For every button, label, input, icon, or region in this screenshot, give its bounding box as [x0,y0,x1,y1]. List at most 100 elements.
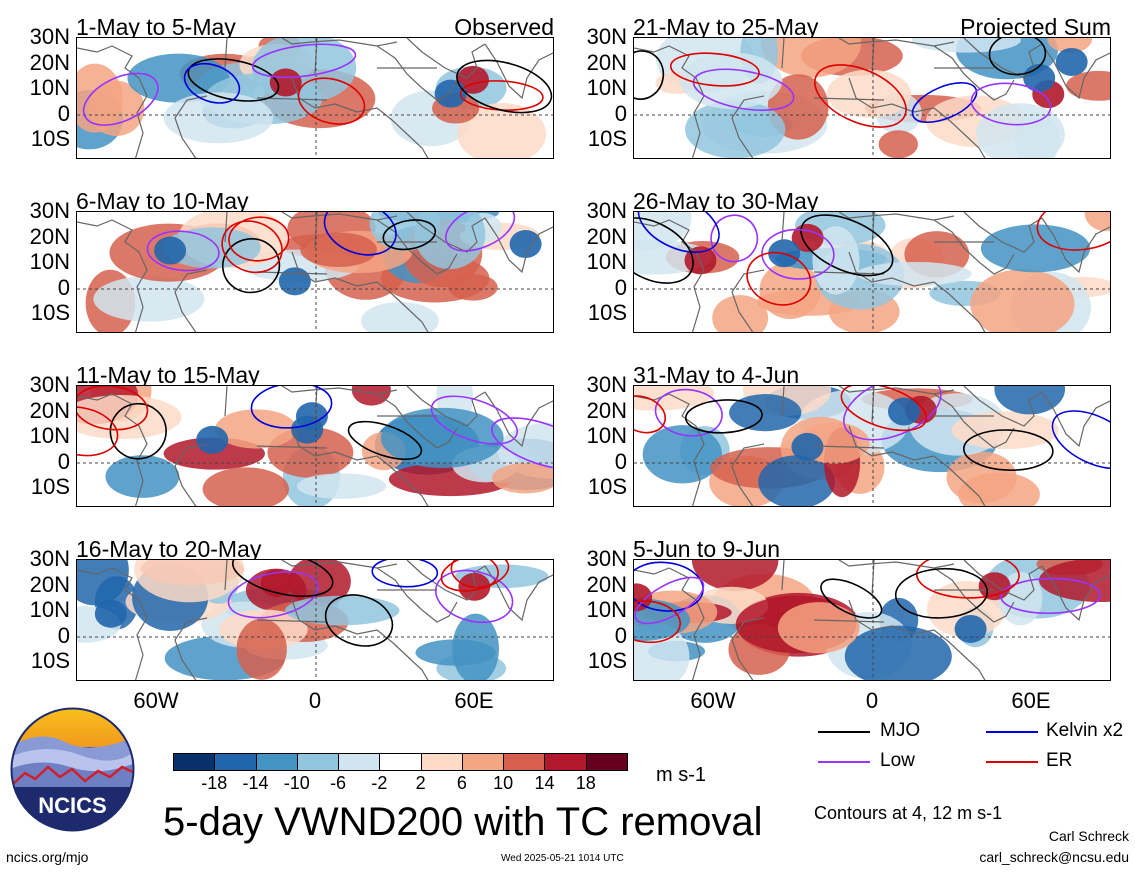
panel-title: 26-May to 30-May [633,188,819,214]
lat-label: 10S [587,648,627,673]
colorbar-tick-label: 2 [415,773,426,793]
panel-title: 11-May to 15-May [76,362,260,388]
footer-author: Carl Schreck [1048,828,1129,844]
colorbar-swatch [585,753,628,771]
legend-label-low: Low [880,750,915,771]
map-field [634,38,1110,158]
map-panel [76,211,554,333]
lat-label: 0 [57,622,70,648]
lat-label: 20N [586,571,627,597]
panel-title: 21-May to 25-May [633,14,819,40]
legend-line-er [986,761,1038,763]
lat-label: 0 [614,100,627,126]
panel-title: 31-May to 4-Jun [633,362,800,388]
colorbar-tick-label: 14 [534,773,555,793]
colorbar-swatch [420,753,463,771]
map-field [634,560,1110,680]
lat-label: 20N [586,223,627,249]
colorbar-swatch [379,753,422,771]
lat-label: 20N [586,49,627,75]
panel-title: 1-May to 5-May [76,14,236,40]
lat-label: 0 [57,100,70,126]
colorbar-tick-label: 18 [575,773,596,793]
lat-label: 10N [29,597,70,622]
panel-corner-label: Observed [454,14,554,40]
legend-label-kelvin: Kelvin x2 [1046,720,1124,741]
lat-label: 10N [586,75,627,100]
colorbar-swatch [173,753,216,771]
lat-label: 20N [586,397,627,423]
lat-label: 10N [586,597,627,622]
lat-label: 10N [29,423,70,448]
map-panel [633,37,1111,159]
ncics-logo: NCICS [10,707,135,832]
legend-line-low [818,761,870,763]
lat-label: 10N [586,249,627,274]
lat-label: 0 [57,448,70,474]
colorbar-swatch [503,753,546,771]
lat-label: 10S [30,300,70,325]
panel-corner-label: Projected Sum [960,14,1111,40]
lat-label: 20N [29,571,70,597]
contours-note: Contours at 4, 12 m s-1 [814,803,1003,823]
footer-timestamp: Wed 2025-05-21 1014 UTC [501,853,624,864]
colorbar-swatch [461,753,505,771]
map-field [634,212,1110,332]
colorbar-swatch [255,753,298,771]
colorbar-tick-label: 10 [493,773,514,793]
legend-line-mjo [818,731,870,733]
lon-label-60e-left: 60E [454,688,494,713]
colorbar-tick-label: -14 [242,773,269,793]
map-panel [633,211,1111,333]
map-field [77,212,553,332]
map-panel [633,385,1111,507]
map-panel [633,559,1111,681]
main-title: 5-day VWND200 with TC removal [163,800,763,844]
colorbar-tick-label: 6 [456,773,467,793]
map-panel [76,385,554,507]
legend-label-er: ER [1046,750,1073,771]
lat-label: 10N [586,423,627,448]
footer-email: carl_schreck@ncsu.edu [979,849,1129,865]
lat-label: 10S [30,474,70,499]
lat-label: 30N [29,372,70,397]
map-field [77,38,553,158]
colorbar-unit: m s-1 [656,764,706,786]
lat-label: 10S [587,126,627,151]
lat-label: 30N [29,24,70,49]
lat-label: 0 [614,622,627,648]
lat-label: 30N [586,24,627,49]
lat-label: 0 [614,448,627,474]
map-panel [76,37,554,159]
legend-label-mjo: MJO [880,720,921,741]
lat-label: 10N [29,75,70,100]
footer-url[interactable]: ncics.org/mjo [6,849,89,865]
colorbar-swatch [338,753,381,771]
lat-label: 30N [586,198,627,223]
map-panel [76,559,554,681]
panel-title: 16-May to 20-May [76,536,262,562]
lat-label: 10N [29,249,70,274]
colorbar-swatch [296,753,340,771]
lat-label: 20N [29,397,70,423]
colorbar-swatch [214,753,257,771]
colorbar-tick-label: -6 [330,773,347,793]
lat-label: 10S [30,648,70,673]
lat-label: 10S [587,474,627,499]
map-field [77,560,553,680]
panel-title: 5-Jun to 9-Jun [633,536,781,562]
lon-label-60e-right: 60E [1011,688,1051,713]
lat-label: 30N [586,372,627,397]
lat-label: 30N [586,546,627,571]
map-field [634,386,1110,506]
logo-text: NCICS [38,793,106,818]
colorbar-tick-label: -18 [201,773,228,793]
colorbar-swatch [544,753,587,771]
legend-line-kelvin [986,731,1038,733]
lat-label: 10S [587,300,627,325]
colorbar-tick-label: -10 [283,773,310,793]
lon-label-60w-left: 60W [133,688,179,713]
lat-label: 30N [29,198,70,223]
lat-label: 30N [29,546,70,571]
lon-label-0-right: 0 [865,688,879,713]
